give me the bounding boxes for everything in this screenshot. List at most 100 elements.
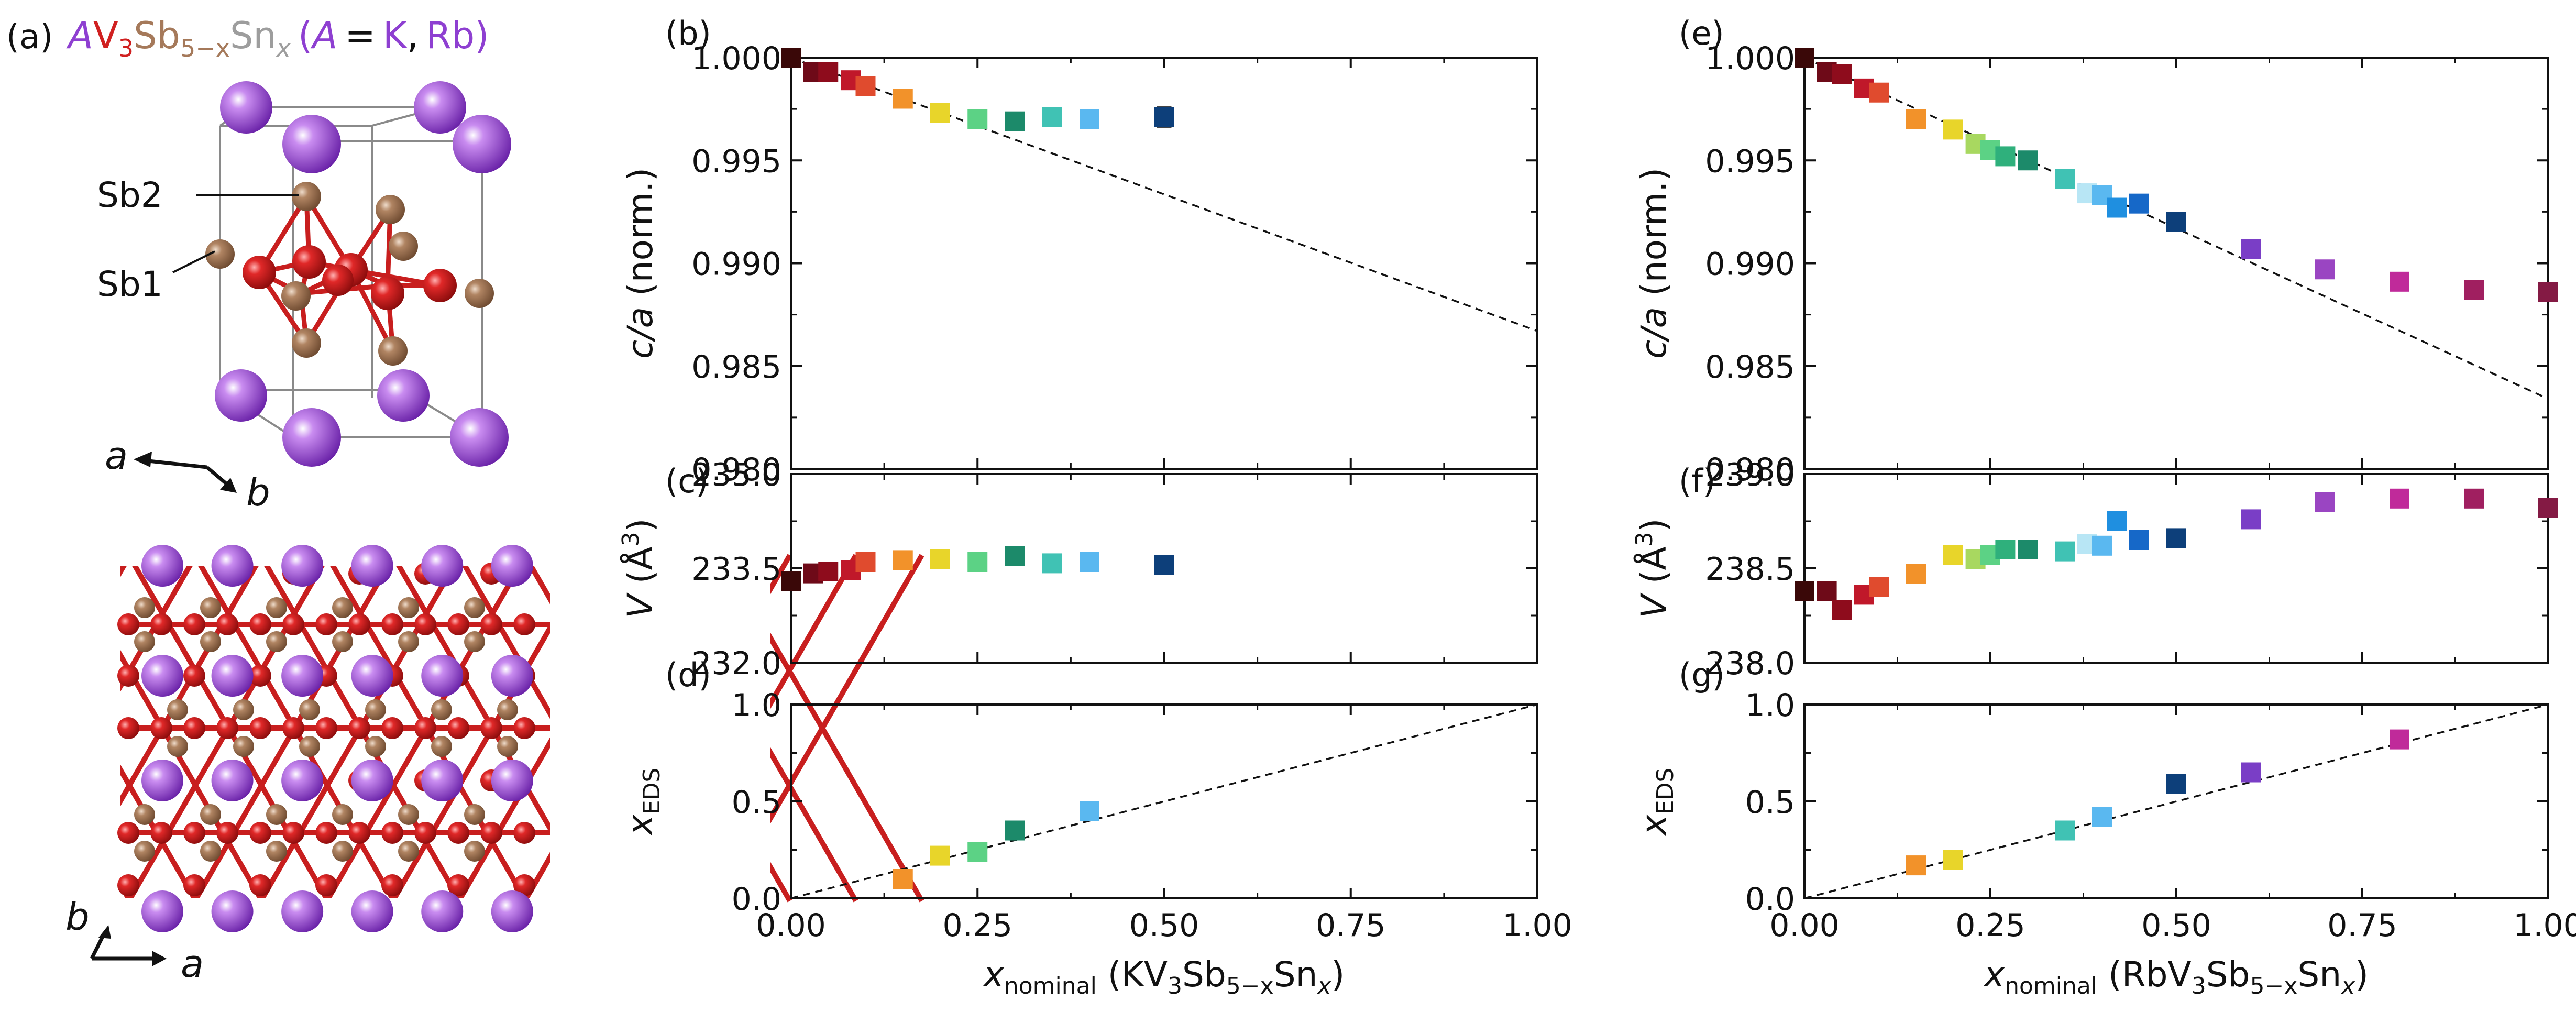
v-atom bbox=[414, 822, 436, 844]
v-atom bbox=[480, 613, 502, 635]
v-atom bbox=[513, 717, 535, 739]
y-tick-label: 235.0 bbox=[691, 457, 781, 493]
a-atom bbox=[281, 760, 324, 801]
axes-2d: b a bbox=[65, 895, 204, 986]
data-point bbox=[1869, 577, 1889, 597]
a-atom bbox=[141, 890, 183, 932]
sb-atom bbox=[233, 699, 254, 720]
sb-atom bbox=[398, 597, 419, 618]
sb-atom bbox=[292, 328, 321, 358]
sb-atom bbox=[167, 736, 188, 757]
formula-close: ) bbox=[475, 14, 489, 57]
x-tick-label: 0.75 bbox=[1316, 907, 1386, 944]
v-atom bbox=[117, 874, 139, 896]
y-tick-label: 0.0 bbox=[732, 881, 781, 918]
sb-atom bbox=[134, 631, 155, 652]
data-point bbox=[1795, 581, 1814, 601]
x-axis-label: xnominal (KV3Sb5−xSnx) bbox=[983, 954, 1345, 999]
mask bbox=[0, 524, 120, 932]
sb-atom bbox=[497, 699, 518, 720]
data-point bbox=[855, 76, 876, 96]
data-point bbox=[930, 103, 950, 123]
a-atom bbox=[351, 760, 393, 801]
formula-v-sub: 3 bbox=[118, 34, 134, 62]
data-point bbox=[1154, 555, 1174, 575]
v-atom bbox=[480, 822, 502, 844]
y-tick-label: 0.995 bbox=[691, 143, 781, 180]
formula-sn: Sn bbox=[230, 14, 277, 57]
axes-3d: a b bbox=[105, 434, 270, 514]
panel-label-b: (b) bbox=[665, 14, 711, 52]
kagome-top-view bbox=[0, 524, 924, 932]
v-atom bbox=[216, 717, 238, 739]
y-tick-label: 0.980 bbox=[691, 452, 781, 488]
data-point bbox=[930, 845, 950, 866]
a-atom bbox=[421, 655, 464, 697]
v-atom bbox=[183, 822, 205, 844]
data-point bbox=[2241, 509, 2261, 530]
sb-atom bbox=[378, 336, 408, 366]
data-point bbox=[967, 109, 988, 129]
y-tick-label: 1.0 bbox=[732, 687, 781, 724]
x-tick-label: 0.00 bbox=[1769, 907, 1840, 944]
unit-cell-3d: Sb2 Sb1 a b bbox=[97, 81, 511, 514]
data-point bbox=[2241, 239, 2261, 259]
data-point bbox=[2107, 197, 2127, 218]
data-point bbox=[893, 869, 913, 889]
a-atom bbox=[491, 655, 533, 697]
v-atom bbox=[315, 874, 337, 896]
v-atom bbox=[348, 717, 370, 739]
y-tick-label: 1.0 bbox=[1745, 687, 1795, 724]
data-point bbox=[893, 89, 913, 109]
sb-atom bbox=[281, 281, 311, 311]
a-atom bbox=[351, 655, 393, 697]
chart-panel-c: (c)235.0 233.5 232.0 V (Å3) bbox=[618, 457, 1538, 682]
y-tick-label: 0.0 bbox=[1745, 881, 1795, 918]
sb-atom bbox=[398, 804, 419, 825]
data-point bbox=[1005, 111, 1025, 131]
v-atom bbox=[216, 613, 238, 635]
sb-atom bbox=[332, 841, 353, 862]
v-atom bbox=[183, 613, 205, 635]
guide-line bbox=[1804, 703, 2549, 899]
sb-atom bbox=[398, 841, 419, 862]
v-atom bbox=[322, 265, 354, 296]
x-tick-label: 0.25 bbox=[1955, 907, 2025, 944]
y-tick-label: 0.985 bbox=[691, 349, 781, 386]
y-tick-label: 0.990 bbox=[691, 246, 781, 283]
v-atom bbox=[371, 277, 404, 310]
data-point bbox=[2018, 540, 2038, 559]
v-atom bbox=[423, 269, 457, 302]
v-atom bbox=[249, 717, 271, 739]
data-point bbox=[2464, 488, 2484, 509]
v-atom bbox=[249, 874, 271, 896]
sb-atom bbox=[299, 699, 320, 720]
v-atom bbox=[381, 822, 403, 844]
a-atom bbox=[141, 655, 183, 697]
sb-atom bbox=[465, 279, 494, 308]
data-point bbox=[2464, 280, 2484, 300]
sb-atom bbox=[134, 841, 155, 862]
v-atom bbox=[292, 245, 326, 279]
formula-sb-sub: 5−x bbox=[180, 34, 230, 62]
label-sb2: Sb2 bbox=[97, 175, 163, 215]
axis-a2d-label: a bbox=[181, 942, 204, 986]
label-sb1: Sb1 bbox=[97, 264, 163, 304]
data-point bbox=[2055, 820, 2075, 841]
panel-label-f: (f) bbox=[1679, 462, 1715, 500]
v-atom bbox=[447, 613, 469, 635]
v-atom bbox=[513, 874, 535, 896]
data-point bbox=[1995, 540, 2016, 559]
v-atom bbox=[183, 717, 205, 739]
data-point bbox=[2055, 169, 2075, 189]
v-atom bbox=[282, 613, 304, 635]
y-axis-label: V (Å3) bbox=[1631, 519, 1674, 619]
data-point bbox=[2107, 511, 2127, 531]
sb-atom bbox=[167, 699, 188, 720]
sb-atom bbox=[266, 631, 287, 652]
axis-a-label: a bbox=[105, 434, 128, 478]
x-axis-label: xnominal (RbV3Sb5−xSnx) bbox=[1983, 954, 2369, 999]
data-point bbox=[930, 549, 950, 569]
a-atom bbox=[414, 81, 466, 134]
v-atom bbox=[216, 822, 238, 844]
